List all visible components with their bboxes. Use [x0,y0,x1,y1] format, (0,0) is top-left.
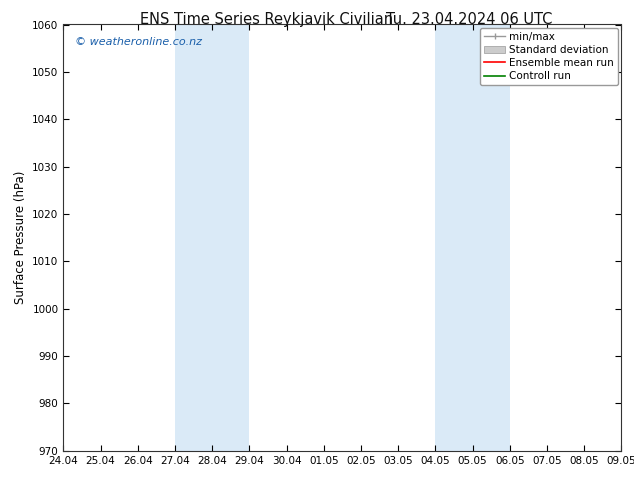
Text: © weatheronline.co.nz: © weatheronline.co.nz [75,37,202,48]
Y-axis label: Surface Pressure (hPa): Surface Pressure (hPa) [14,171,27,304]
Text: Tu. 23.04.2024 06 UTC: Tu. 23.04.2024 06 UTC [386,12,552,27]
Bar [175,24,249,451]
Bar [436,24,510,451]
Legend: min/max, Standard deviation, Ensemble mean run, Controll run: min/max, Standard deviation, Ensemble me… [480,27,618,85]
Text: ENS Time Series Reykjavik Civilian: ENS Time Series Reykjavik Civilian [139,12,393,27]
